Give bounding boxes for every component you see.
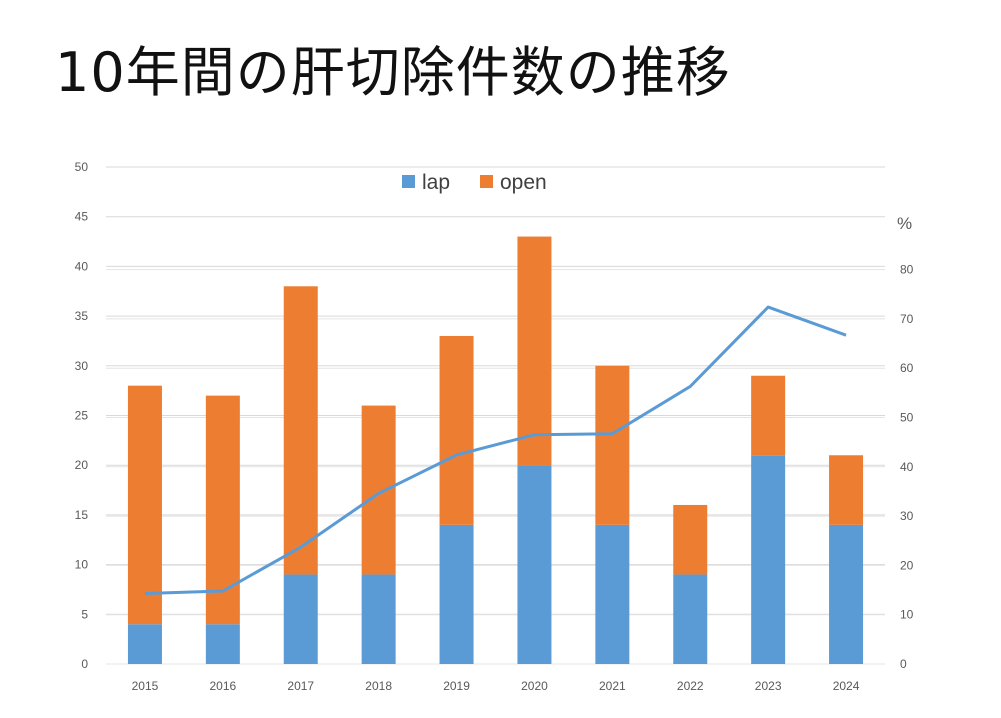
y-tick-label: 20 [75,458,89,472]
x-tick-label: 2017 [287,679,314,693]
bar-lap-2019 [439,524,474,664]
y2-tick-label: 60 [900,361,914,375]
y2-tick-label: 20 [900,558,914,572]
y-tick-label: 15 [75,508,89,522]
bar-lap-2016 [205,624,240,664]
y-tick-label: 5 [81,607,88,621]
bar-open-2024 [829,455,864,525]
bar-open-2015 [127,385,162,625]
y2-tick-label: 80 [900,263,914,277]
x-tick-label: 2020 [521,679,548,693]
y-tick-label: 35 [75,309,89,323]
bar-open-2019 [439,335,474,525]
bar-open-2021 [595,365,630,525]
legend-label-lap: lap [422,171,450,194]
y-tick-label: 30 [75,359,89,373]
y2-tick-label: 30 [900,509,914,523]
x-tick-label: 2024 [833,679,860,693]
y2-tick-label: 0 [900,657,907,671]
y2-tick-label: 40 [900,460,914,474]
x-tick-label: 2022 [677,679,704,693]
bar-lap-2020 [517,465,552,664]
bar-lap-2018 [361,574,396,664]
bar-open-2020 [517,236,552,466]
x-tick-label: 2021 [599,679,626,693]
x-tick-label: 2018 [365,679,392,693]
y2-tick-label: 70 [900,312,914,326]
legend-label-open: open [500,171,547,194]
bar-lap-2021 [595,524,630,664]
x-tick-label: 2015 [132,679,159,693]
bar-open-2017 [283,286,318,575]
y-tick-label: 25 [75,409,89,423]
legend-swatch-lap [402,175,415,188]
bar-lap-2015 [127,624,162,664]
y-tick-label: 10 [75,558,89,572]
bar-lap-2024 [829,524,864,664]
bar-open-2023 [751,375,786,456]
y2-tick-label: 10 [900,608,914,622]
legend-swatch-open [480,175,493,188]
y2-tick-label: 50 [900,411,914,425]
y-tick-label: 50 [75,160,89,174]
x-tick-label: 2016 [209,679,236,693]
bar-lap-2017 [283,574,318,664]
bar-open-2022 [673,504,708,575]
y-tick-label: 0 [81,657,88,671]
y-tick-label: 45 [75,210,89,224]
chart-title: 10年間の肝切除件数の推移 [55,41,731,104]
bar-lap-2022 [673,574,708,664]
y-tick-label: 40 [75,259,89,273]
bar-open-2018 [361,405,396,575]
ratio-line [144,305,847,596]
bar-lap-2023 [751,455,786,664]
x-tick-label: 2019 [443,679,470,693]
y2-axis-label: % [897,214,912,233]
x-tick-label: 2023 [755,679,782,693]
